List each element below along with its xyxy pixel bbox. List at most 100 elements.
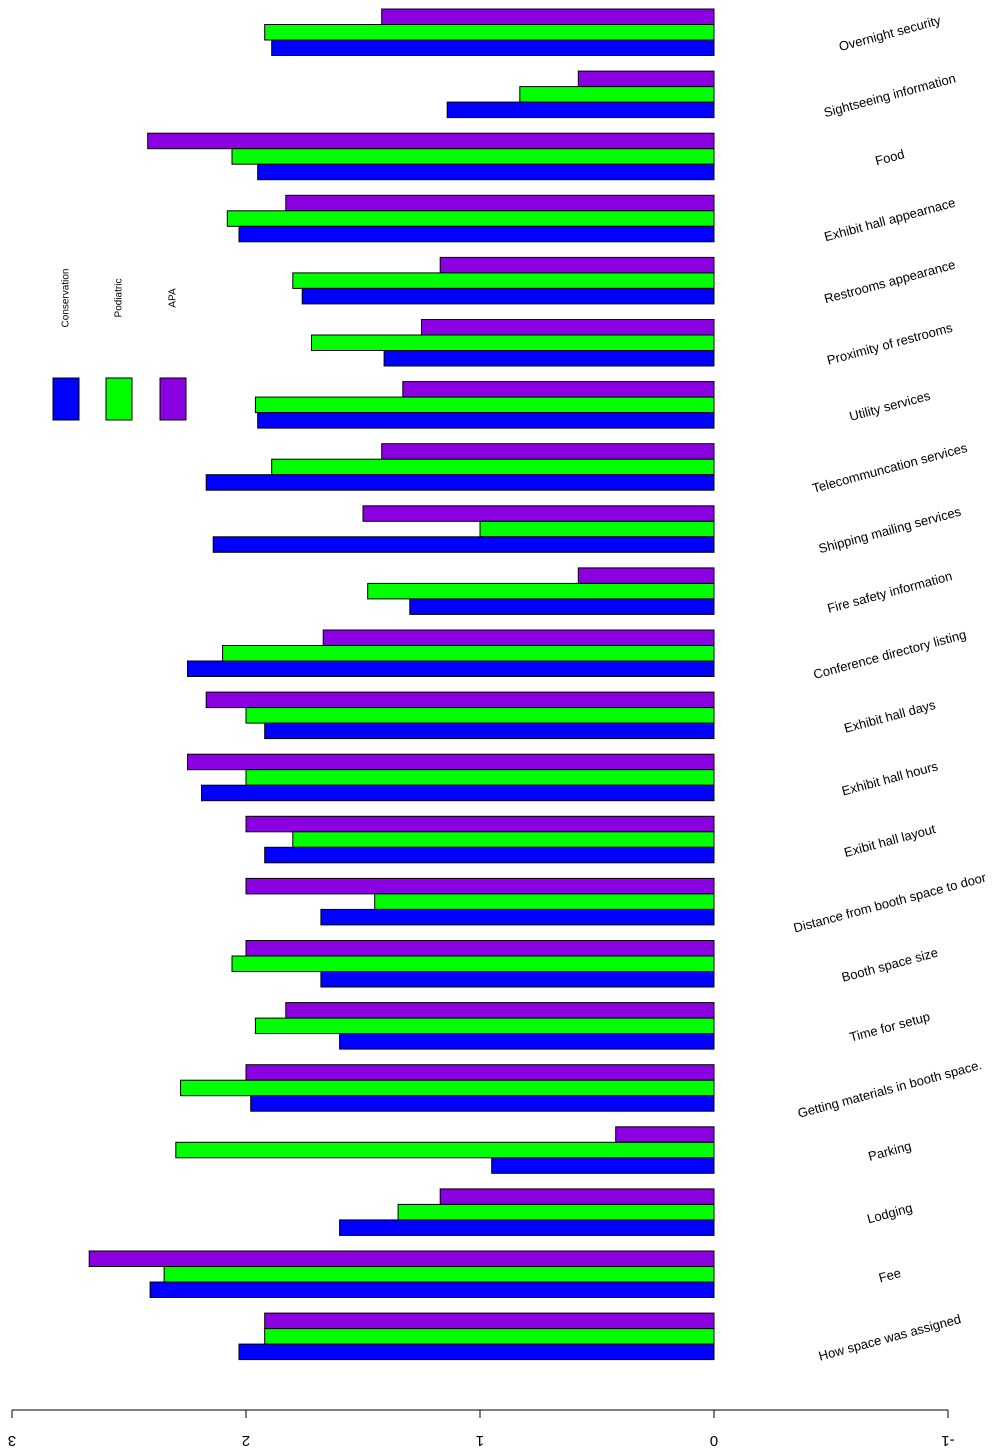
- bar-conservation-4: [301, 287, 715, 305]
- x-tick-label: 1: [476, 1432, 484, 1449]
- x-tick-label: 3: [8, 1432, 16, 1449]
- bar-conservation-12: [201, 784, 715, 802]
- bar-apa-13: [245, 815, 715, 833]
- bar-conservation-19: [339, 1219, 715, 1236]
- bar-podiatric-1: [519, 86, 715, 103]
- bar-conservation-11: [264, 722, 715, 740]
- bar-podiatric-20: [163, 1266, 715, 1283]
- x-tick-label: -1: [941, 1432, 954, 1449]
- bar-apa-7: [381, 443, 715, 460]
- category-label: Fire safety information: [826, 568, 954, 616]
- bar-conservation-18: [491, 1157, 715, 1174]
- category-label: Lodging: [865, 1200, 914, 1226]
- bar-apa-17: [245, 1064, 715, 1081]
- bar-conservation-13: [264, 846, 715, 864]
- category-label: Distance from booth space to door: [792, 869, 988, 935]
- bar-apa-4: [439, 256, 715, 274]
- bar-podiatric-14: [374, 893, 715, 910]
- bar-apa-20: [88, 1250, 715, 1267]
- category-label: Exhibit hall appearnace: [823, 195, 957, 244]
- bar-apa-21: [264, 1312, 715, 1330]
- category-label: Sightseeing information: [822, 70, 957, 120]
- bar-apa-16: [285, 1002, 715, 1019]
- category-label: Utility services: [848, 388, 933, 424]
- legend: Conservation Podiatric APA: [52, 269, 187, 421]
- category-label: Exhibit hall hours: [840, 758, 940, 798]
- bar-apa-12: [187, 753, 715, 771]
- bar-podiatric-12: [245, 769, 715, 786]
- bar-apa-10: [322, 629, 715, 646]
- bar-group: [88, 8, 715, 1361]
- bar-conservation-7: [205, 474, 715, 491]
- category-label: Proximity of restrooms: [825, 320, 954, 368]
- bar-apa-6: [402, 381, 715, 398]
- bar-conservation-2: [257, 163, 715, 181]
- x-axis: 3 2 1 0 -1: [8, 1409, 955, 1449]
- category-label: How space was assigned: [817, 1311, 963, 1363]
- bar-conservation-5: [383, 350, 715, 367]
- bar-apa-0: [381, 8, 715, 25]
- bar-apa-15: [245, 940, 715, 957]
- bar-conservation-15: [320, 971, 715, 988]
- category-label: Getting materials in booth space.: [796, 1057, 983, 1121]
- category-label: Shipping mailing services: [817, 504, 963, 557]
- category-label: Time for setup: [848, 1009, 932, 1045]
- category-label: Overnight security: [837, 12, 943, 54]
- category-label: Fee: [877, 1265, 903, 1285]
- bar-podiatric-9: [367, 582, 715, 600]
- category-label: Exibit hall layout: [842, 821, 937, 860]
- bar-conservation-16: [339, 1033, 715, 1050]
- category-label: Conference directory listing: [812, 627, 968, 682]
- bar-conservation-6: [257, 412, 715, 429]
- bar-apa-2: [147, 132, 715, 150]
- bar-podiatric-7: [271, 458, 715, 476]
- category-label: Exhibit hall days: [842, 697, 937, 736]
- legend-label-podiatric: Podiatric: [114, 279, 125, 318]
- legend-swatch-podiatric: [105, 377, 133, 421]
- bar-podiatric-18: [175, 1141, 715, 1159]
- bar-conservation-0: [271, 39, 715, 56]
- category-label: Booth space size: [840, 945, 940, 985]
- legend-swatch-apa: [159, 377, 187, 421]
- bar-podiatric-11: [245, 707, 715, 724]
- bar-podiatric-15: [231, 955, 715, 972]
- bar-apa-3: [285, 194, 715, 212]
- bar-podiatric-4: [292, 272, 715, 289]
- bar-podiatric-21: [264, 1328, 715, 1345]
- bar-podiatric-13: [292, 831, 715, 848]
- bar-conservation-21: [238, 1343, 715, 1361]
- bar-apa-8: [362, 505, 715, 522]
- bar-apa-9: [577, 567, 715, 584]
- bar-apa-5: [421, 319, 715, 336]
- bar-podiatric-5: [311, 334, 715, 351]
- bar-apa-1: [577, 70, 715, 88]
- x-tick-label: 0: [710, 1432, 718, 1449]
- legend-swatch-conservation: [52, 377, 80, 421]
- bar-apa-19: [439, 1188, 715, 1205]
- bar-apa-14: [245, 877, 715, 895]
- category-label: Food: [873, 146, 906, 168]
- bar-conservation-8: [212, 536, 715, 553]
- bar-podiatric-17: [180, 1079, 715, 1097]
- bar-conservation-17: [250, 1095, 715, 1112]
- bar-conservation-3: [238, 225, 715, 243]
- category-label: Parking: [866, 1138, 912, 1164]
- bar-conservation-1: [446, 101, 715, 119]
- bar-conservation-9: [409, 598, 715, 615]
- bar-apa-18: [615, 1126, 715, 1143]
- category-label: Telecommuncation services: [811, 440, 970, 496]
- bar-apa-11: [205, 691, 715, 709]
- bar-podiatric-16: [254, 1017, 715, 1035]
- legend-label-conservation: Conservation: [61, 269, 72, 328]
- bar-podiatric-8: [479, 520, 715, 538]
- bar-conservation-20: [149, 1281, 715, 1298]
- bar-podiatric-6: [254, 396, 715, 414]
- legend-label-apa: APA: [168, 288, 179, 308]
- x-tick-label: 2: [242, 1432, 250, 1449]
- category-labels: Overnight security Sightseeing informatio…: [792, 12, 988, 1363]
- bar-podiatric-10: [222, 645, 715, 662]
- bar-podiatric-3: [226, 210, 715, 227]
- bar-podiatric-2: [231, 148, 715, 165]
- bar-podiatric-0: [264, 24, 715, 41]
